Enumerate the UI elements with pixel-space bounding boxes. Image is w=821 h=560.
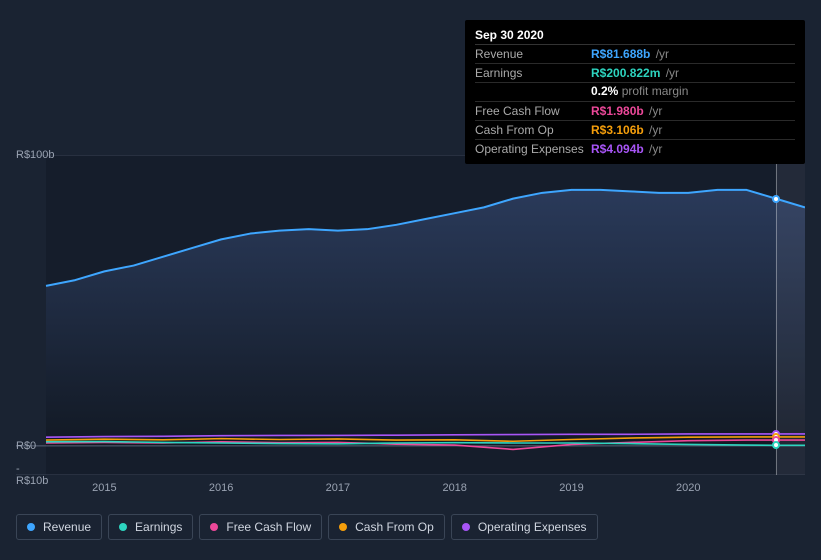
y-axis-label: R$100b [16, 149, 46, 161]
x-axis-label: 2019 [559, 482, 583, 494]
legend-label: Cash From Op [355, 520, 434, 534]
legend: Revenue Earnings Free Cash Flow Cash From O… [16, 514, 598, 540]
legend-item[interactable]: Earnings [108, 514, 193, 540]
legend-dot-icon [210, 523, 218, 531]
legend-dot-icon [27, 523, 35, 531]
chart-area: R$100bR$0-R$10b 201520162017201820192020 [16, 155, 805, 475]
legend-item[interactable]: Operating Expenses [451, 514, 598, 540]
legend-item[interactable]: Cash From Op [328, 514, 445, 540]
tooltip-row-value: R$200.822m /yr [591, 66, 679, 80]
legend-dot-icon [462, 523, 470, 531]
tooltip-row: Operating ExpensesR$4.094b /yr [475, 140, 795, 158]
tooltip-row-value: R$1.980b /yr [591, 104, 662, 118]
x-axis-label: 2017 [326, 482, 350, 494]
tooltip-row-label: Revenue [475, 47, 591, 61]
x-axis-label: 2020 [676, 482, 700, 494]
tooltip-card: Sep 30 2020 RevenueR$81.688b /yrEarnings… [465, 20, 805, 164]
tooltip-row-label: Cash From Op [475, 123, 591, 137]
legend-item[interactable]: Revenue [16, 514, 102, 540]
y-axis-label: -R$10b [16, 463, 46, 487]
tooltip-row: RevenueR$81.688b /yr [475, 45, 795, 64]
legend-label: Free Cash Flow [226, 520, 311, 534]
x-axis-label: 2015 [92, 482, 116, 494]
legend-dot-icon [119, 523, 127, 531]
tooltip-row: EarningsR$200.822m /yr [475, 64, 795, 83]
legend-item[interactable]: Free Cash Flow [199, 514, 322, 540]
x-axis-label: 2018 [442, 482, 466, 494]
tooltip-rows: RevenueR$81.688b /yrEarningsR$200.822m /… [475, 45, 795, 158]
tooltip-row-label: Operating Expenses [475, 142, 591, 156]
chart-svg [16, 155, 805, 475]
tooltip-sub-row: 0.2% profit margin [475, 83, 795, 102]
tooltip-row: Free Cash FlowR$1.980b /yr [475, 102, 795, 121]
legend-label: Operating Expenses [478, 520, 587, 534]
marker-dot [772, 195, 780, 203]
x-axis-label: 2016 [209, 482, 233, 494]
tooltip-row-label: Earnings [475, 66, 591, 80]
legend-label: Revenue [43, 520, 91, 534]
y-axis-label: R$0 [16, 440, 46, 452]
tooltip-date: Sep 30 2020 [475, 24, 795, 45]
legend-label: Earnings [135, 520, 182, 534]
tooltip-row-value: R$3.106b /yr [591, 123, 662, 137]
tooltip-row-value: R$4.094b /yr [591, 142, 662, 156]
marker-line [776, 155, 777, 475]
tooltip-row-value: R$81.688b /yr [591, 47, 669, 61]
marker-dot [772, 441, 780, 449]
tooltip-row: Cash From OpR$3.106b /yr [475, 121, 795, 140]
legend-dot-icon [339, 523, 347, 531]
tooltip-row-label: Free Cash Flow [475, 104, 591, 118]
